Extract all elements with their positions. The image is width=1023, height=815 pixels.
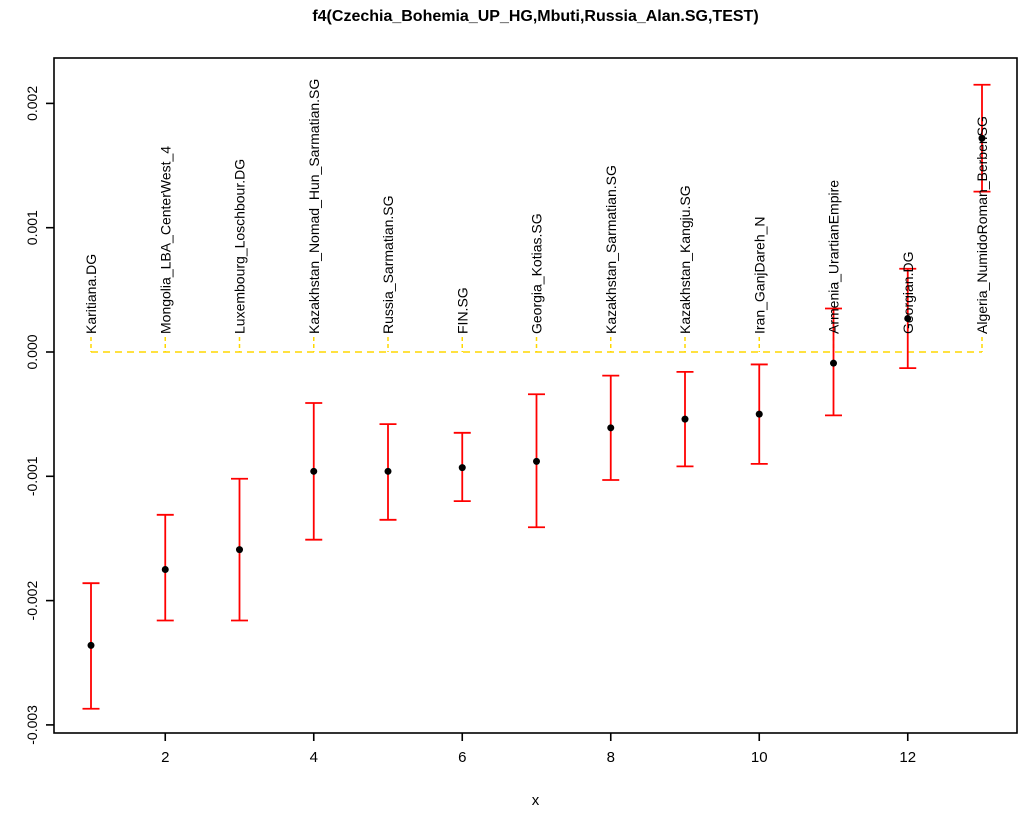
data-point: [236, 546, 243, 554]
y-axis-tick-label: -0.002: [24, 581, 40, 621]
data-point: [681, 415, 689, 423]
category-label: Algeria_NumidoRoman_Berber.SG: [974, 116, 990, 334]
category-label: Georgian.DG: [900, 252, 916, 334]
category-label: Iran_GanjDareh_N: [751, 216, 767, 334]
plot-border: [53, 57, 1018, 734]
category-label: Kazakhstan_Sarmatian.SG: [603, 165, 619, 334]
data-point: [310, 467, 318, 475]
x-axis-tick-label: 6: [458, 749, 466, 766]
data-point: [533, 457, 540, 465]
data-point: [830, 359, 837, 367]
x-axis-tick-label: 12: [899, 749, 916, 766]
y-axis-tick-label: 0.002: [24, 86, 40, 121]
data-point: [755, 410, 763, 418]
category-label: Georgia_Kotias.SG: [529, 213, 545, 334]
y-axis-tick-label: -0.001: [24, 456, 40, 496]
category-label: Armenia_UrartianEmpire: [826, 180, 842, 334]
data-point: [904, 314, 912, 322]
y-axis-tick-label: 0.001: [24, 210, 40, 245]
category-label: Kazakhstan_Nomad_Hun_Sarmatian.SG: [306, 79, 322, 334]
x-axis-tick-label: 8: [607, 749, 615, 766]
y-axis-tick-label: 0.000: [24, 334, 40, 369]
category-label: Kazakhstan_Kangju.SG: [677, 185, 693, 334]
x-axis-title: x: [531, 792, 540, 809]
category-label: FIN.SG: [454, 287, 470, 334]
x-axis-tick-label: 4: [310, 749, 318, 766]
data-point: [607, 424, 615, 432]
y-axis-tick-label: -0.003: [24, 705, 40, 745]
data-point: [384, 467, 392, 475]
x-axis-tick-label: 10: [751, 749, 768, 766]
category-label: Luxembourg_Loschbour.DG: [232, 159, 248, 334]
data-point: [161, 566, 169, 574]
category-label: Karitiana.DG: [83, 254, 99, 334]
data-point: [458, 464, 466, 472]
x-axis-tick-label: 2: [161, 749, 169, 766]
data-point: [87, 641, 95, 649]
category-label: Mongolia_LBA_CenterWest_4: [157, 146, 173, 334]
chart-title: f4(Czechia_Bohemia_UP_HG,Mbuti,Russia_Al…: [312, 8, 759, 25]
category-label: Russia_Sarmatian.SG: [380, 195, 396, 334]
data-point: [978, 134, 986, 142]
